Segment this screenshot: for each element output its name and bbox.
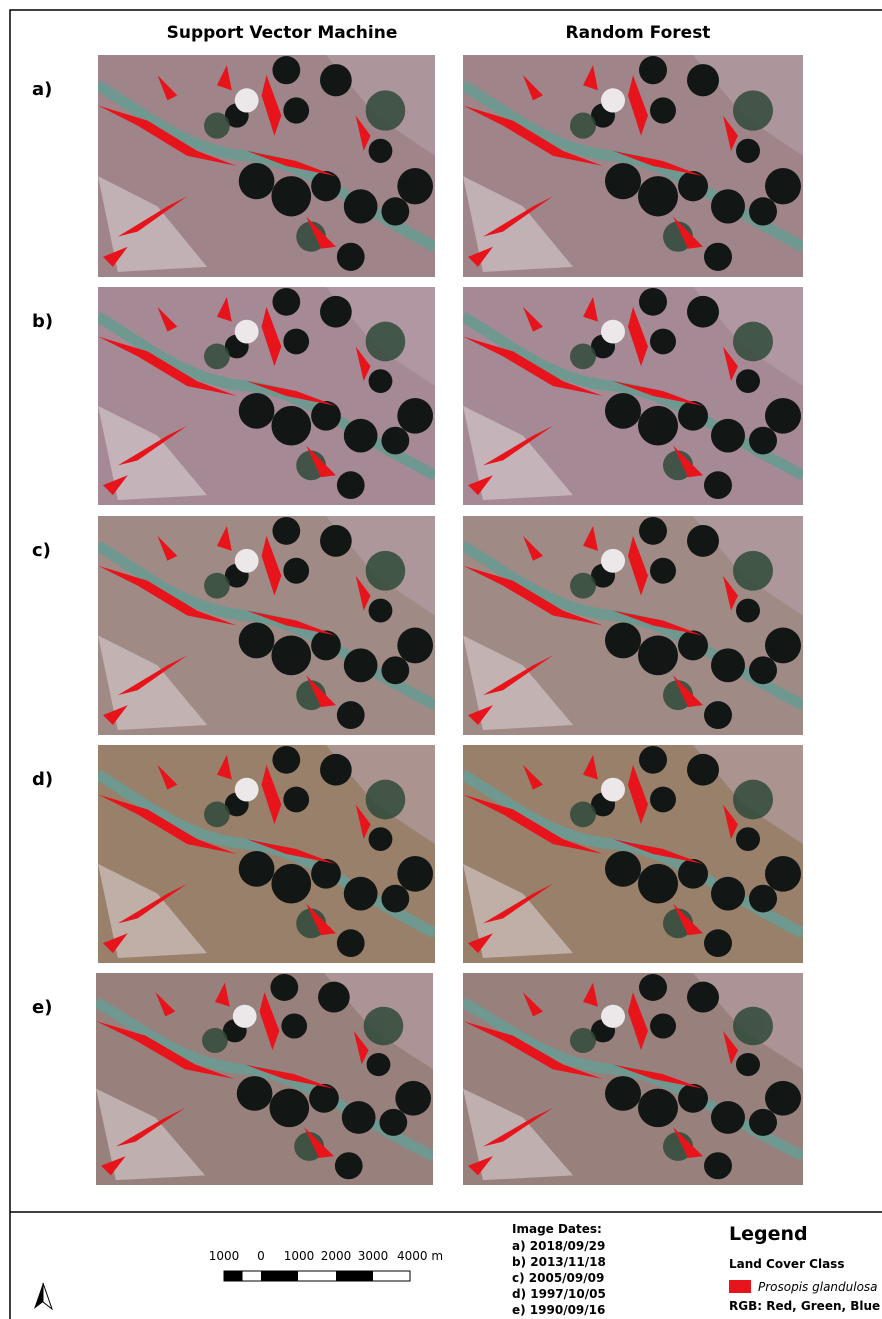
classification-overlay	[463, 973, 803, 1185]
legend: Legend Land Cover Class Prosopis glandul…	[729, 1223, 880, 1313]
date-item: b) 2013/11/18	[512, 1255, 606, 1269]
date-item: d) 1997/10/05	[512, 1287, 606, 1301]
scale-label: 3000	[358, 1249, 389, 1263]
date-item: a) 2018/09/29	[512, 1239, 605, 1253]
column-title: Support Vector Machine	[167, 23, 398, 43]
legend-class: Prosopis glandulosa	[758, 1280, 878, 1294]
row-label: b)	[32, 311, 53, 332]
classification-overlay	[98, 287, 435, 505]
row-label: e)	[32, 997, 52, 1018]
date-item: e) 1990/09/16	[512, 1303, 605, 1317]
scale-label: 0	[257, 1249, 265, 1263]
scale-label: 1000	[284, 1249, 315, 1263]
legend-title: Legend	[729, 1223, 808, 1245]
classification-overlay	[463, 55, 803, 277]
classification-overlay	[98, 55, 435, 277]
classification-overlay	[463, 745, 803, 963]
figure: Support Vector Machine Random Forest 100…	[0, 0, 882, 1319]
scale-label: 2000	[321, 1249, 352, 1263]
classification-overlay	[98, 745, 435, 963]
classification-overlay	[463, 516, 803, 735]
classification-overlay	[98, 516, 435, 735]
north-arrow	[34, 1283, 52, 1309]
row-label: d)	[32, 769, 53, 790]
column-title: Random Forest	[566, 23, 711, 43]
legend-rgb: RGB: Red, Green, Blue	[729, 1299, 880, 1313]
legend-subtitle: Land Cover Class	[729, 1257, 844, 1271]
scale-label: 1000	[209, 1249, 240, 1263]
row-label: a)	[32, 79, 52, 100]
scale-bar: 1000 0 1000 2000 3000 4000 m	[209, 1249, 443, 1281]
classification-overlay	[96, 973, 433, 1185]
scale-label: 4000 m	[397, 1249, 443, 1263]
dates-title: Image Dates:	[512, 1222, 602, 1236]
classification-overlay	[463, 287, 803, 505]
map-panels	[96, 55, 803, 1185]
row-label: c)	[32, 540, 51, 561]
date-item: c) 2005/09/09	[512, 1271, 604, 1285]
legend-swatch	[729, 1280, 751, 1293]
image-dates: Image Dates: a) 2018/09/29 b) 2013/11/18…	[512, 1222, 606, 1317]
